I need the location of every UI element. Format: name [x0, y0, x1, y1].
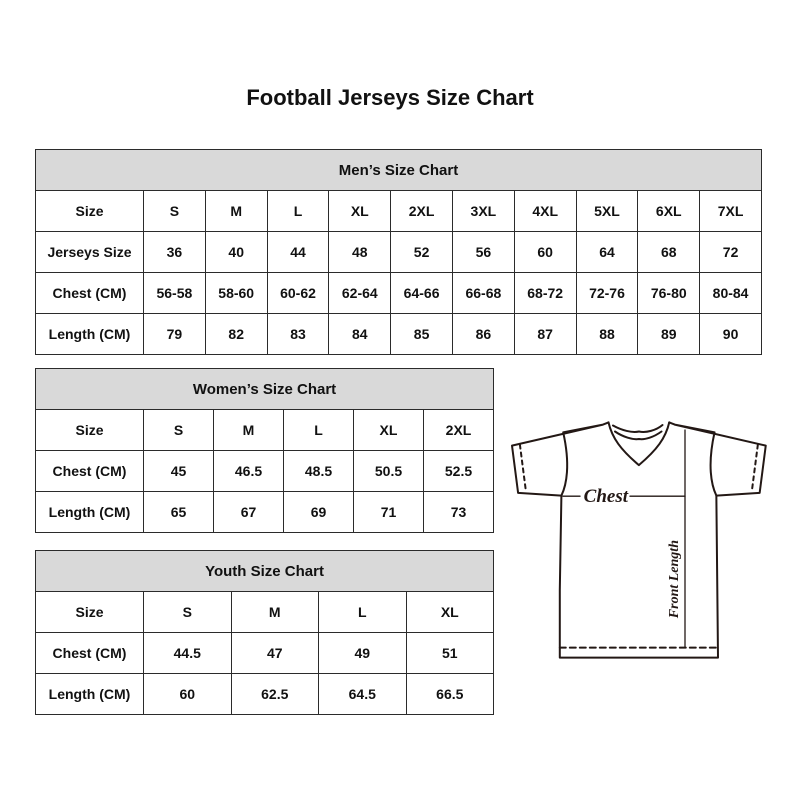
- svg-text:Front Length: Front Length: [667, 540, 682, 619]
- svg-text:Chest: Chest: [584, 486, 629, 507]
